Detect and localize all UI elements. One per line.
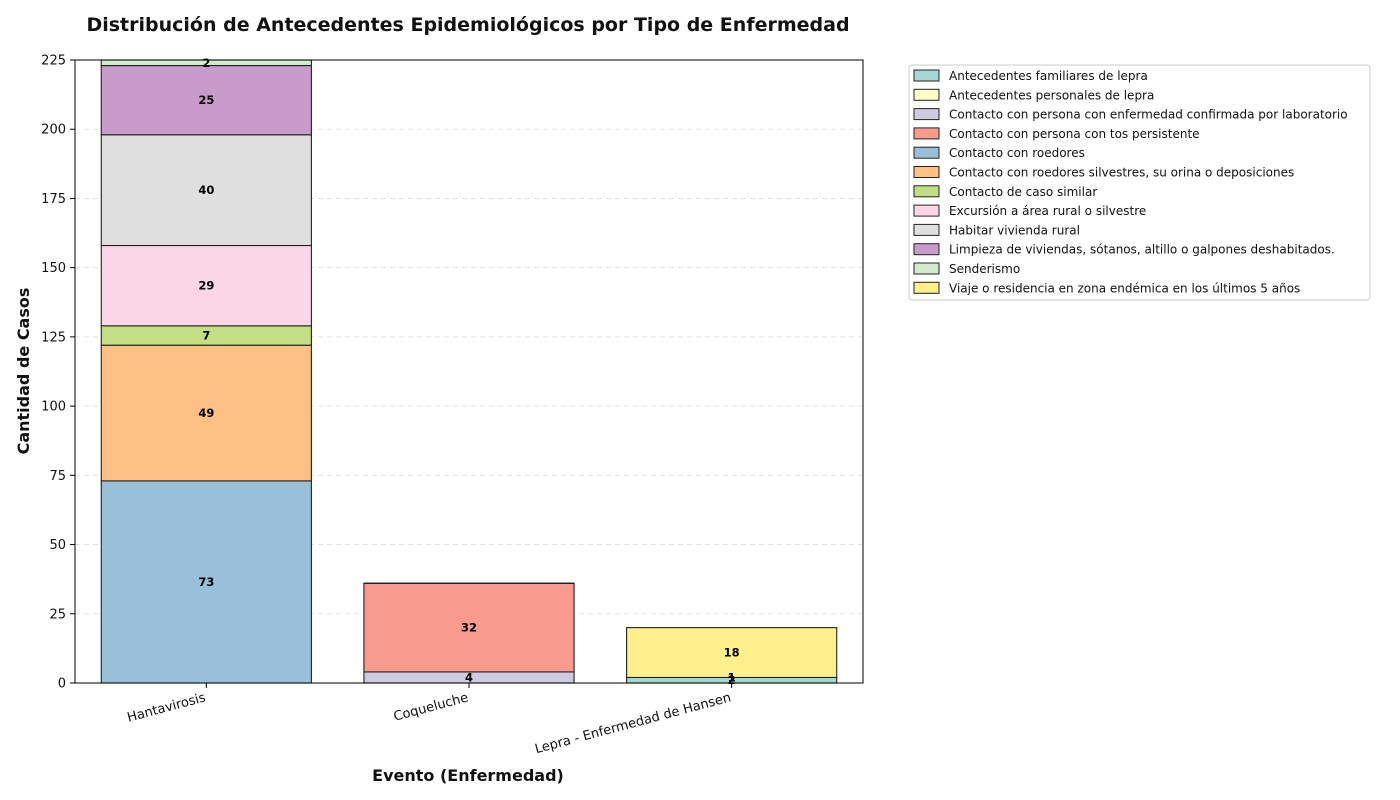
y-tick-label: 125 [41, 330, 66, 345]
y-axis-title: Cantidad de Casos [14, 288, 33, 455]
bar-value-label: 29 [198, 279, 214, 293]
y-tick-label: 0 [58, 677, 66, 692]
y-axis: 0 25 50 75 100 125 150 175 200 225 [41, 54, 75, 692]
legend-swatch [913, 88, 940, 101]
legend-item-label: Contacto con roedores [949, 146, 1085, 160]
legend-swatch [913, 185, 940, 198]
legend-item-label: Contacto con persona con tos persistente [949, 127, 1200, 141]
x-axis-title: Evento (Enfermedad) [372, 766, 564, 785]
bar-value-label: 32 [461, 621, 477, 635]
bar-value-label: 4 [465, 670, 473, 684]
y-tick-label: 175 [41, 192, 66, 207]
legend-swatch [913, 262, 940, 275]
y-tick-label: 200 [41, 123, 66, 138]
x-axis: Hantavirosis Coqueluche Lepra - Enfermedad… [126, 683, 733, 757]
legend-swatch [913, 243, 940, 256]
bar-segment-hantavirosis-contacto-con-roedores [100, 480, 312, 684]
bar-value-label: 2 [202, 56, 210, 70]
x-tick-label: Coqueluche [392, 690, 470, 724]
bar-value-label: 7 [202, 329, 210, 343]
legend-item-label: Contacto de caso similar [949, 185, 1097, 199]
legend-frame [908, 64, 1371, 301]
legend-item-label: Viaje o residencia en zona endémica en l… [949, 281, 1300, 295]
bar-value-label: 25 [198, 93, 214, 107]
y-tick-label: 225 [41, 54, 66, 69]
legend-swatch [913, 223, 940, 236]
x-tick-label: Hantavirosis [126, 690, 208, 725]
bar-value-label: 73 [198, 575, 214, 589]
legend-item-label: Senderismo [949, 262, 1020, 276]
legend-item-label: Contacto con persona con enfermedad conf… [949, 108, 1348, 122]
legend-swatch [913, 146, 940, 159]
y-tick-label: 100 [41, 400, 66, 415]
y-tick-label: 75 [49, 469, 66, 484]
legend-item-label: Habitar vivienda rural [949, 223, 1080, 237]
legend-swatch [913, 281, 940, 294]
bar-value-label: 1 [728, 670, 736, 684]
legend-item-label: Antecedentes familiares de lepra [949, 69, 1148, 83]
legend-swatch [913, 166, 940, 178]
bar-value-label: 2 [728, 673, 736, 687]
x-tick-label: Lepra - Enfermedad de Hansen [533, 690, 732, 757]
bars [100, 59, 838, 684]
bar-segment-hantavirosis-habitar-vivienda-rural [100, 134, 312, 247]
legend-item-label: Excursión a área rural o silvestre [949, 204, 1146, 218]
legend-item-label: Contacto con roedores silvestres, su ori… [949, 166, 1294, 180]
bar-segment-lepra-enfermedad-de-hansen-viaje-o-residencia-en-zona-endemica-en-los-ultimos-5-anos [626, 627, 838, 679]
bar-value-label: 49 [198, 406, 214, 420]
bar-value-label: 18 [724, 646, 740, 660]
legend-swatch [913, 127, 940, 140]
bar-value-label: 40 [198, 183, 214, 197]
legend-item-label: Limpieza de viviendas, sótanos, altillo … [949, 243, 1335, 257]
legend-item-label: Antecedentes personales de lepra [949, 88, 1154, 102]
legend-swatch [913, 108, 940, 121]
y-tick-label: 25 [49, 607, 66, 622]
y-tick-label: 150 [41, 261, 66, 276]
legend-swatch [913, 69, 940, 82]
bar-segment-hantavirosis-excursion-a-area-rural-o-silvestre [100, 244, 312, 327]
bar-segment-hantavirosis-limpieza-de-viviendas-sotanos-altillo-o-galpones-deshabitados [100, 64, 312, 136]
legend: Antecedentes familiares de lepra Antecede… [908, 64, 1371, 301]
legend-swatch [913, 204, 940, 217]
bar-segment-hantavirosis-contacto-con-roedores-silvestres-su-orina-o-deposiciones [100, 344, 312, 482]
y-tick-label: 50 [49, 538, 66, 553]
chart-title: Distribución de Antecedentes Epidemiológ… [86, 14, 849, 36]
